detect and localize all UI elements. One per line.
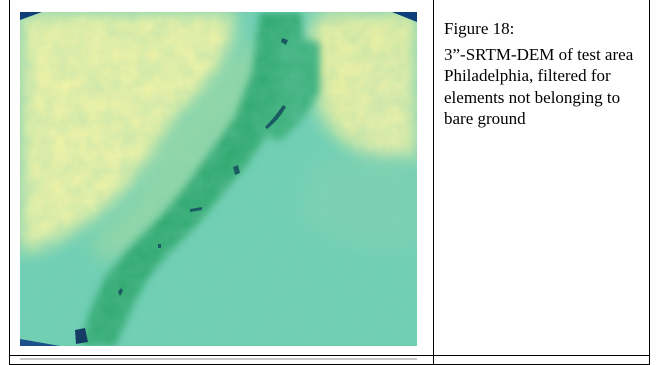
next-figure-caption-cell: [433, 355, 650, 365]
dem-map-image: [20, 12, 417, 346]
figure-description: 3”-SRTM-DEM of test area Philadelphia, f…: [444, 44, 634, 129]
figure-title: Figure 18:: [444, 19, 515, 38]
figure-caption: Figure 18: 3”-SRTM-DEM of test area Phil…: [444, 18, 649, 130]
next-figure-image-preview: [20, 358, 417, 360]
next-figure-image-cell: [9, 355, 434, 365]
